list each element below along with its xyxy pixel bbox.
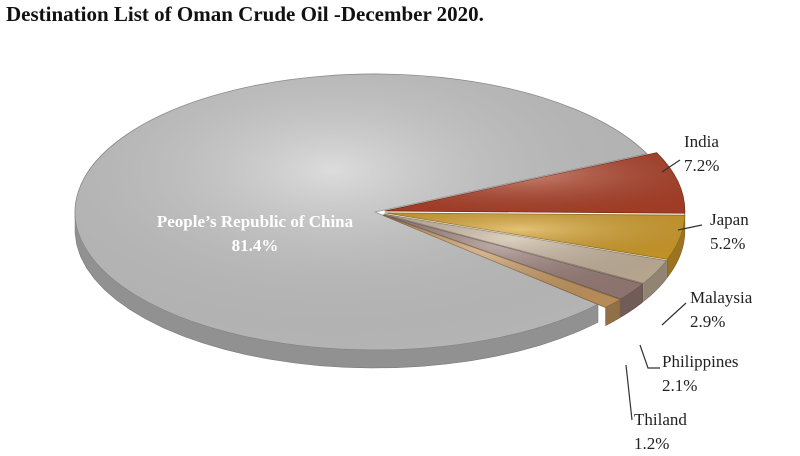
category-label: Philippines: [662, 350, 739, 374]
value-label: 5.2%: [710, 232, 749, 256]
value-label: 2.1%: [662, 374, 739, 398]
category-label: India: [684, 130, 719, 154]
leader-line: [662, 303, 686, 325]
category-label: People’s Republic of China: [155, 210, 355, 234]
leader-line: [640, 345, 660, 368]
value-label: 1.2%: [634, 432, 687, 456]
category-label: Thiland: [634, 408, 687, 432]
value-label: 2.9%: [690, 310, 752, 334]
category-label: Malaysia: [690, 286, 752, 310]
leader-line: [626, 365, 632, 420]
chart-title: Destination List of Oman Crude Oil -Dece…: [6, 2, 484, 27]
value-label: 81.4%: [155, 234, 355, 258]
value-label: 7.2%: [684, 154, 719, 178]
category-label: Japan: [710, 208, 749, 232]
